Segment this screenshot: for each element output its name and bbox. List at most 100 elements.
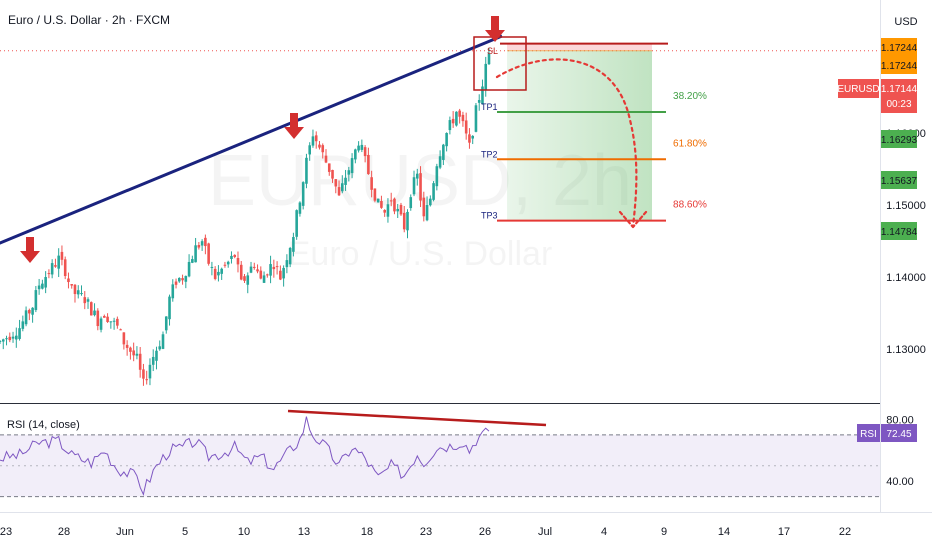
candle-body: [34, 290, 38, 311]
candle-body: [37, 285, 41, 290]
candle-body: [83, 297, 87, 304]
price-tag: 1.14784: [881, 227, 918, 238]
candle-body: [347, 170, 351, 175]
candle-body: [31, 307, 34, 315]
candle-body: [1, 339, 5, 342]
resistance-trendline[interactable]: [0, 34, 503, 259]
candle-body: [451, 118, 455, 124]
candle-body: [158, 346, 162, 350]
sl-label: SL: [487, 46, 498, 56]
candle-body: [288, 247, 292, 265]
fib-percent: 61.80%: [673, 138, 707, 149]
candle-body: [171, 284, 175, 299]
candle-body: [399, 204, 403, 215]
candle-body: [0, 341, 2, 343]
candle-body: [194, 245, 197, 263]
candle-body: [357, 145, 360, 151]
take-profit-zone[interactable]: [507, 50, 652, 221]
candle-body: [249, 266, 253, 273]
candle-body: [389, 200, 393, 202]
candle-body: [266, 274, 269, 276]
candle-body: [468, 134, 471, 143]
candle-body: [487, 53, 491, 65]
candle-body: [80, 293, 83, 295]
rsi-axis[interactable]: 80.00 40.00: [886, 414, 914, 488]
symbol-tag: EURUSD: [837, 84, 879, 95]
candle-body: [386, 204, 390, 217]
target-levels[interactable]: SL TP1 38.20% TP2 61.80% TP3 88.60%: [473, 36, 707, 229]
candle-body: [89, 302, 93, 316]
candle-body: [412, 177, 416, 195]
candle-body: [99, 318, 103, 330]
time-tick: 23: [0, 526, 12, 538]
tp-label: TP3: [481, 211, 498, 221]
candle-body: [148, 364, 152, 379]
candle-body: [373, 188, 377, 201]
candle-body: [363, 147, 367, 157]
candle-body: [47, 273, 51, 275]
candle-body: [471, 135, 474, 139]
candle-body: [442, 144, 445, 160]
candle-body: [112, 320, 116, 322]
candle-body: [54, 265, 57, 267]
candle-body: [106, 316, 109, 323]
candle-body: [28, 309, 31, 314]
current-price-badge: EURUSD 1.17144 00:23: [837, 79, 918, 113]
candle-body: [419, 173, 422, 201]
price-tag: 1.16293: [881, 135, 918, 146]
candle-body: [226, 261, 230, 265]
stop-loss-zone[interactable]: [507, 43, 652, 51]
sl-box[interactable]: [473, 36, 527, 91]
candle-body: [321, 145, 325, 153]
trendline[interactable]: [0, 34, 503, 259]
candle-body: [360, 144, 364, 150]
price-tag: 1.17244: [881, 61, 918, 72]
candle-body: [406, 211, 409, 231]
candle-body: [181, 278, 184, 281]
candle-body: [252, 266, 256, 268]
candlestick-series: [0, 47, 491, 386]
candle-body: [174, 281, 178, 285]
candle-body: [301, 182, 305, 206]
candle-body: [327, 163, 331, 172]
time-tick: Jul: [538, 526, 552, 538]
candle-body: [432, 183, 435, 200]
candle-body: [122, 332, 126, 345]
candle-body: [21, 321, 25, 329]
rsi-badge-label-bg: [857, 424, 880, 442]
risk-reward-zones[interactable]: [507, 43, 652, 221]
rsi-line: [0, 416, 490, 496]
candle-body: [350, 158, 354, 174]
rsi-tick: 40.00: [886, 476, 914, 488]
rsi-badge-label: RSI: [860, 429, 877, 440]
candle-body: [76, 290, 80, 295]
time-tick: 26: [479, 526, 491, 538]
price-tick: 1.15000: [886, 200, 926, 212]
candle-body: [96, 310, 100, 327]
price-tag-bg: [881, 222, 917, 240]
rsi-value: 72.45: [886, 429, 911, 440]
candle-body: [155, 350, 158, 361]
candle-body: [220, 268, 223, 274]
candle-body: [435, 166, 439, 187]
time-tick: 17: [778, 526, 790, 538]
price-tag: 1.15637: [881, 176, 918, 187]
time-tick: 18: [361, 526, 373, 538]
current-price-value: 1.17144: [881, 84, 918, 95]
candle-body: [233, 254, 237, 257]
candle-body: [86, 299, 90, 302]
rsi-title[interactable]: RSI (14, close): [7, 419, 80, 431]
candle-body: [204, 237, 207, 247]
rsi-divergence-line: [287, 409, 547, 427]
candle-body: [246, 275, 250, 285]
candle-body: [448, 120, 452, 131]
candle-body: [103, 316, 106, 318]
candle-body: [458, 110, 461, 117]
candle-body: [138, 353, 142, 370]
candle-body: [324, 155, 328, 163]
time-axis[interactable]: 23 28 Jun 5 10 13 18 23 26 Jul 4 9 14 17 22: [0, 526, 851, 538]
currency-label[interactable]: USD: [894, 16, 917, 28]
candle-body: [376, 198, 380, 203]
candle-body: [129, 347, 132, 352]
